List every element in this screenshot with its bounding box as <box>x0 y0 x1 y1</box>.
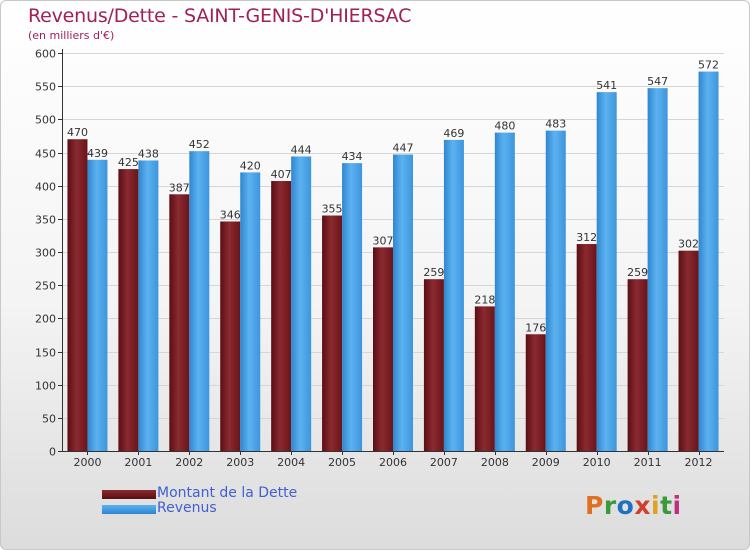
bar-dette <box>220 221 241 451</box>
y-tick-label: 400 <box>35 181 56 194</box>
x-tick-label: 2010 <box>583 456 611 469</box>
y-tick-label: 600 <box>35 48 56 61</box>
y-tick-label: 100 <box>35 380 56 393</box>
bar-revenus <box>138 160 159 451</box>
bar-revenus <box>291 156 312 452</box>
data-label: 541 <box>596 79 617 92</box>
legend-swatch-revenus <box>102 505 156 514</box>
legend-label-revenus: Revenus <box>157 500 217 516</box>
data-label: 469 <box>443 127 464 140</box>
data-label: 480 <box>494 120 515 133</box>
bar-revenus <box>647 88 668 451</box>
bar-revenus <box>494 132 515 451</box>
bar-dette <box>423 279 444 451</box>
data-label: 218 <box>474 293 495 306</box>
data-label: 483 <box>545 118 566 131</box>
bar-revenus <box>545 130 566 452</box>
proxiti-logo: Proxiti <box>585 491 682 520</box>
data-label: 434 <box>342 150 363 163</box>
x-tick-label: 2001 <box>124 456 152 469</box>
bar-dette <box>474 306 495 451</box>
y-tick-label: 350 <box>35 214 56 227</box>
x-tick-label: 2009 <box>532 456 560 469</box>
y-tick-label: 200 <box>35 313 56 326</box>
x-tick-label: 2012 <box>685 456 713 469</box>
data-label: 259 <box>627 266 648 279</box>
data-label: 425 <box>118 156 139 169</box>
y-tick-label: 500 <box>35 114 56 127</box>
data-label: 470 <box>67 126 88 139</box>
bars <box>67 71 719 452</box>
x-tick-label: 2000 <box>73 456 101 469</box>
bar-revenus <box>596 92 617 452</box>
y-tick-label: 450 <box>35 148 56 161</box>
x-tick-label: 2007 <box>430 456 458 469</box>
bar-dette <box>271 181 292 452</box>
bar-revenus <box>698 71 719 451</box>
data-label: 547 <box>647 75 668 88</box>
data-label: 387 <box>169 181 190 194</box>
bar-dette <box>373 247 393 451</box>
bar-dette <box>525 334 546 451</box>
y-tick-label: 250 <box>35 280 56 293</box>
bar-dette <box>678 250 699 451</box>
data-label: 346 <box>220 208 241 221</box>
chart-subtitle: (en milliers d'€) <box>28 29 115 42</box>
data-label: 420 <box>240 159 261 172</box>
y-tick-label: 50 <box>42 413 56 426</box>
bar-revenus <box>240 172 261 451</box>
data-label: 438 <box>138 147 159 160</box>
bar-dette <box>322 215 343 451</box>
data-label: 259 <box>423 266 444 279</box>
x-tick-label: 2011 <box>634 456 662 469</box>
data-label: 355 <box>322 203 343 216</box>
axes: 0 50 100 150 200 250 300 350 400 450 500 550 600 2000… <box>35 48 724 469</box>
x-tick-label: 2004 <box>277 456 305 469</box>
data-label: 444 <box>291 143 312 156</box>
bar-revenus <box>189 151 210 451</box>
data-label: 447 <box>393 141 414 154</box>
legend-swatch-dette <box>102 490 156 499</box>
x-tick-label: 2005 <box>328 456 356 469</box>
data-label: 307 <box>373 234 394 247</box>
bar-revenus <box>393 154 413 452</box>
bar-dette <box>118 169 139 452</box>
bar-revenus <box>342 163 363 451</box>
bar-dette <box>576 244 597 451</box>
y-tick-label: 0 <box>49 446 56 459</box>
bar-dette <box>67 139 88 451</box>
data-label: 572 <box>698 59 719 72</box>
data-label: 176 <box>525 321 546 334</box>
x-tick-label: 2002 <box>175 456 203 469</box>
x-tick-label: 2003 <box>226 456 254 469</box>
data-label: 312 <box>576 231 597 244</box>
data-label: 407 <box>271 168 292 181</box>
y-tick-label: 550 <box>35 81 56 94</box>
chart-title: Revenus/Dette - SAINT-GENIS-D'HIERSAC <box>28 5 412 27</box>
x-tick-label: 2008 <box>481 456 509 469</box>
data-label: 439 <box>87 147 108 160</box>
data-label: 302 <box>678 238 699 251</box>
y-tick-label: 300 <box>35 247 56 260</box>
legend-label-dette: Montant de la Dette <box>157 485 298 501</box>
bar-revenus <box>443 139 464 451</box>
bar-revenus <box>87 159 108 451</box>
x-tick-label: 2006 <box>379 456 407 469</box>
data-label: 452 <box>189 138 210 151</box>
bar-dette <box>627 279 648 451</box>
y-tick-label: 150 <box>35 347 56 360</box>
bar-dette <box>169 194 190 452</box>
